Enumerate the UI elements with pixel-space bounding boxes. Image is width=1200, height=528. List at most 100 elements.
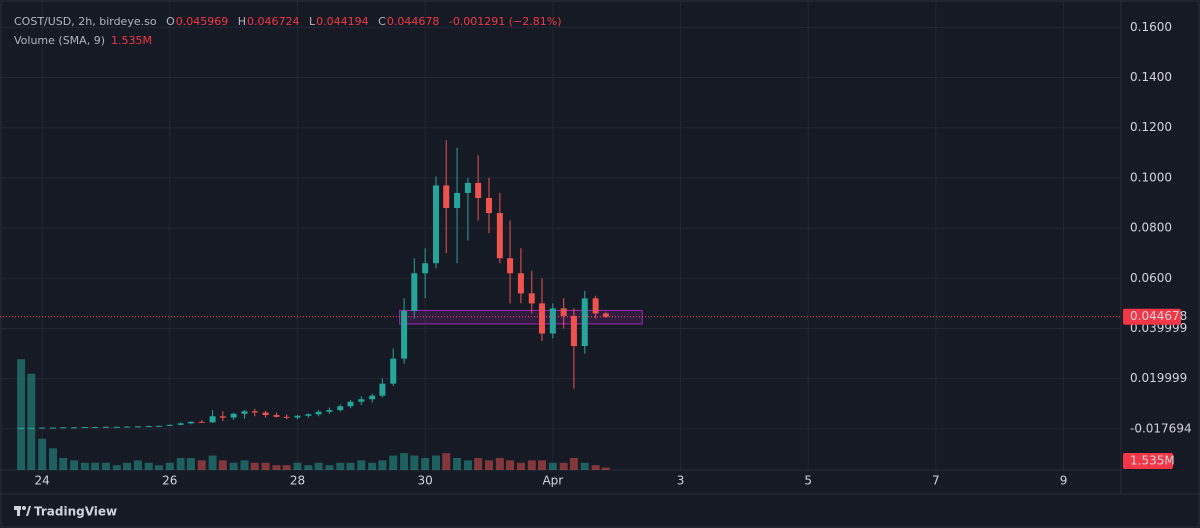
candle-body	[60, 427, 67, 429]
volume-title: Volume (SMA, 9)	[14, 34, 105, 47]
candle-body	[187, 421, 194, 424]
candle-body	[251, 411, 258, 413]
x-tick-label: Apr	[542, 474, 563, 488]
volume-bar	[176, 457, 185, 470]
volume-bar	[474, 457, 483, 470]
candle-body	[92, 427, 99, 429]
volume-bar	[559, 462, 568, 470]
candle-body	[315, 411, 322, 415]
volume-bar	[314, 462, 323, 470]
last-price-label: 0.044678	[1130, 309, 1187, 323]
volume-bar	[80, 462, 89, 470]
volume-bar	[378, 460, 387, 470]
legend-row: COST/USD, 2h, birdeye.so O0.045969 H0.04…	[14, 15, 568, 28]
candle-body	[496, 213, 503, 259]
candle-body	[283, 416, 290, 418]
candle-body	[422, 263, 429, 274]
volume-bar	[165, 462, 174, 470]
candle-body	[379, 383, 386, 396]
y-tick-label: 0.019999	[1130, 371, 1187, 385]
volume-bar	[357, 460, 366, 470]
volume-bar	[336, 462, 345, 470]
candle-body	[475, 182, 482, 198]
x-tick-label: 9	[1060, 474, 1068, 488]
x-tick-label: 5	[804, 474, 812, 488]
candle-body	[528, 293, 535, 304]
volume-bar	[197, 460, 206, 470]
volume-bar	[389, 455, 398, 470]
candle-body	[560, 308, 567, 316]
volume-bar	[17, 359, 26, 470]
volume-bar	[38, 438, 47, 470]
volume-bar	[516, 462, 525, 470]
y-tick-label: 0.0600	[1130, 271, 1172, 285]
x-tick-label: 26	[162, 474, 177, 488]
change: -0.001291 (−2.81%)	[448, 15, 562, 28]
volume-bar	[421, 457, 430, 470]
volume-bar	[70, 460, 79, 470]
candle-body	[28, 427, 35, 429]
y-tick-label: -0.017694	[1130, 421, 1192, 435]
candle-body	[538, 303, 545, 334]
volume-bar	[250, 462, 259, 470]
x-tick-label: 7	[932, 474, 940, 488]
volume-bar	[144, 462, 153, 470]
candle-body	[39, 427, 46, 429]
candle-body	[241, 411, 248, 414]
volume-bar	[485, 460, 494, 470]
y-tick-label: 0.1000	[1130, 170, 1172, 184]
candle-body	[592, 298, 599, 314]
x-tick-label: 3	[677, 474, 685, 488]
volume-bar	[229, 462, 238, 470]
x-tick-label: 30	[418, 474, 433, 488]
candle-body	[486, 197, 493, 214]
volume-bar	[537, 460, 546, 470]
volume-bar	[601, 467, 610, 470]
volume-bar	[548, 462, 557, 470]
volume-bar	[527, 460, 536, 470]
volume-bar	[261, 462, 270, 470]
volume-bar	[442, 453, 451, 470]
candle-body	[177, 423, 184, 425]
candle-body	[347, 401, 354, 407]
volume-bar	[282, 465, 291, 470]
candle-body	[305, 414, 312, 416]
candle-body	[71, 427, 78, 429]
volume-bar	[463, 460, 472, 470]
volume-bar	[432, 455, 441, 470]
candle-body	[401, 310, 408, 359]
grid	[0, 0, 1121, 470]
volume-bar	[101, 462, 110, 470]
volume-bar	[240, 460, 249, 470]
volume-bar	[591, 465, 600, 470]
volume-bar	[304, 465, 313, 470]
candle-body	[219, 416, 226, 418]
candle-body	[358, 399, 365, 402]
candle-body	[507, 258, 514, 274]
ohlc-key: C	[378, 15, 386, 28]
volume-bar	[325, 465, 334, 470]
candle-body	[113, 426, 120, 428]
ohlc-key: L	[309, 15, 316, 28]
candle-body	[166, 424, 173, 426]
candle-body	[49, 427, 56, 429]
candle-body	[273, 415, 280, 417]
volume-bar	[410, 455, 419, 470]
x-tick-label: 28	[290, 474, 305, 488]
last-price-tag	[1123, 308, 1181, 325]
y-tick-label: 0.1200	[1130, 120, 1172, 134]
ohlc-key: O	[166, 15, 175, 28]
volume-bar	[112, 465, 121, 470]
volume-bar	[569, 457, 578, 470]
brand: TradingView	[34, 505, 117, 519]
volume-label: 1.535M	[1130, 454, 1175, 468]
volume-legend: Volume (SMA, 9) 1.535M	[14, 34, 158, 47]
volume-bar	[400, 453, 409, 470]
volume-bar	[154, 465, 163, 470]
ohlc-value: 0.044194	[316, 15, 369, 28]
volume-bar	[123, 462, 132, 470]
candle-body	[517, 273, 524, 294]
candle-body	[209, 416, 216, 423]
